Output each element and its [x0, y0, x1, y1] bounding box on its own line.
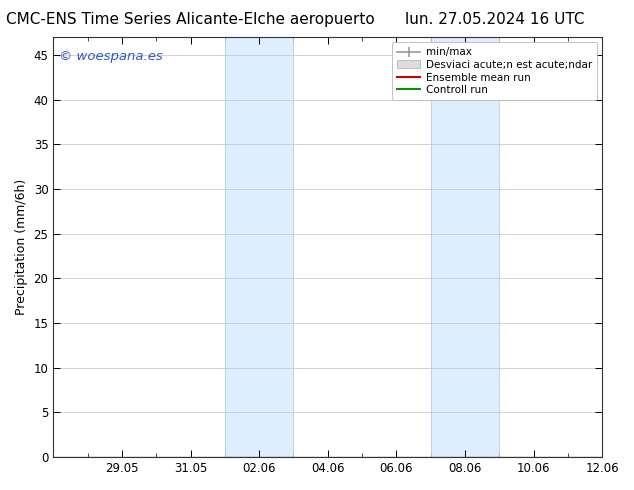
Text: © woespana.es: © woespana.es: [59, 49, 162, 63]
Text: CMC-ENS Time Series Alicante-Elche aeropuerto: CMC-ENS Time Series Alicante-Elche aerop…: [6, 12, 375, 27]
Bar: [430, 37, 499, 457]
Bar: [225, 37, 294, 457]
Y-axis label: Precipitation (mm/6h): Precipitation (mm/6h): [15, 179, 28, 315]
Legend: min/max, Desviaci acute;n est acute;ndar, Ensemble mean run, Controll run: min/max, Desviaci acute;n est acute;ndar…: [392, 42, 597, 100]
Text: lun. 27.05.2024 16 UTC: lun. 27.05.2024 16 UTC: [404, 12, 585, 27]
